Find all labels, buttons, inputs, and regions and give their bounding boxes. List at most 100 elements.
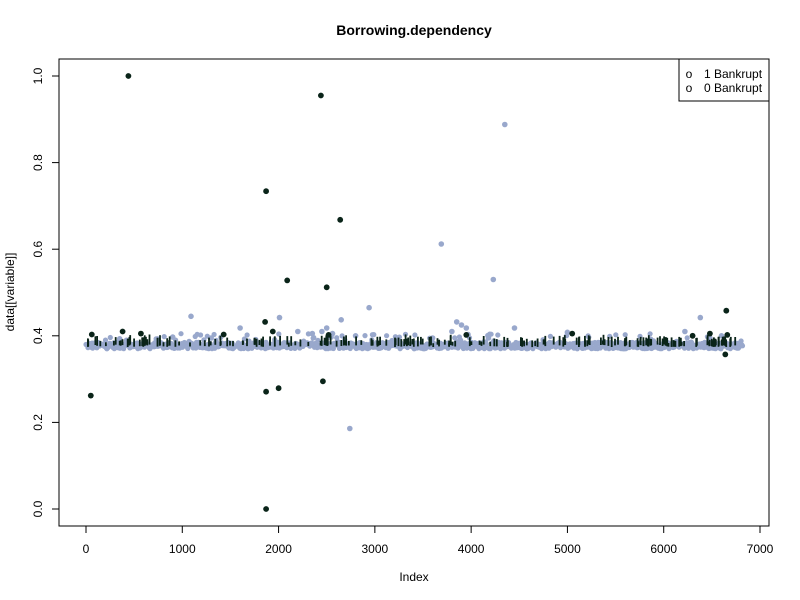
data-point-0-bankrupt (366, 304, 372, 311)
y-axis-label: data[[variable]] (3, 253, 17, 332)
data-point-1-bankrupt (262, 319, 268, 325)
y-tick-label: 0.6 (31, 241, 45, 258)
data-point-1-bankrupt (325, 332, 332, 338)
data-point-0-bankrupt (438, 241, 445, 247)
data-point-1-bankrupt (263, 388, 269, 395)
x-tick-label: 2000 (265, 542, 292, 556)
data-point-0-bankrupt (102, 337, 109, 343)
data-point-1-bankrupt (263, 188, 269, 195)
data-point-1-bankrupt (707, 330, 713, 337)
data-point-0-bankrupt (309, 330, 316, 337)
data-point-0-bankrupt (412, 332, 418, 338)
data-point-0-bankrupt (347, 425, 353, 432)
data-point-0-bankrupt (384, 333, 390, 339)
legend-symbol-0: o (686, 81, 693, 95)
y-tick-label: 1.0 (31, 67, 45, 84)
data-point-1-bankrupt (284, 277, 291, 284)
data-point-0-bankrupt (237, 325, 243, 331)
data-point-0-bankrupt (458, 337, 464, 343)
axes: 0 1000 2000 3000 4000 5000 6000 7000 0.0 0.2 0.4 0.… (31, 67, 774, 556)
data-point-0-bankrupt (564, 329, 571, 336)
data-point-1-bankrupt (723, 307, 730, 314)
legend-label-1-bankrupt: 1 Bankrupt (704, 67, 763, 81)
data-point-0-bankrupt (241, 336, 247, 342)
data-point-0-bankrupt (613, 332, 619, 338)
data-point-0-bankrupt (511, 325, 518, 331)
data-point-1-bankrupt (119, 328, 126, 335)
data-point-0-bankrupt (647, 331, 653, 337)
data-point-0-bankrupt (490, 276, 497, 283)
chart-title: Borrowing.dependency (336, 22, 492, 38)
data-point-1-bankrupt (320, 378, 326, 385)
data-point-0-bankrupt (458, 322, 465, 328)
data-point-1-bankrupt (724, 332, 731, 338)
data-point-1-bankrupt (138, 330, 144, 337)
data-point-1-bankrupt (318, 92, 324, 99)
data-point-0-bankrupt (323, 325, 330, 331)
data-point-0-bankrupt (453, 319, 460, 325)
x-tick-label: 4000 (458, 542, 485, 556)
data-point-0-bankrupt (315, 337, 321, 343)
data-point-1-bankrupt (689, 332, 696, 339)
data-point-0-bankrupt (371, 332, 377, 338)
data-point-0-bankrupt (276, 314, 283, 321)
data-point-0-bankrupt (198, 332, 204, 338)
y-tick-label: 0.8 (31, 154, 45, 171)
data-point-0-bankrupt (185, 345, 191, 352)
data-point-0-bankrupt (697, 314, 704, 321)
x-tick-label: 3000 (362, 542, 389, 556)
data-point-1-bankrupt (88, 331, 95, 338)
y-tick-label: 0.0 (31, 500, 45, 517)
legend-symbol-1: o (686, 67, 693, 81)
data-point-0-bankrupt (263, 339, 269, 345)
data-point-1-bankrupt (220, 331, 227, 338)
data-point-0-bankrupt (116, 336, 123, 342)
data-point-0-bankrupt (495, 332, 501, 338)
data-point-1-bankrupt (125, 73, 132, 79)
data-point-0-bankrupt (452, 335, 458, 341)
data-point-0-bankrupt (276, 331, 282, 337)
x-tick-label: 0 (83, 542, 90, 556)
data-point-0-bankrupt (485, 335, 492, 341)
data-point-1-bankrupt (87, 392, 94, 399)
data-point-0-bankrupt (319, 328, 325, 335)
data-point-1-bankrupt (722, 351, 729, 358)
data-point-0-bankrupt (392, 334, 398, 340)
data-point-0-bankrupt (547, 333, 554, 339)
data-point-0-bankrupt (188, 313, 194, 320)
data-point-1-bankrupt (337, 216, 344, 223)
data-point-0-bankrupt (362, 333, 368, 339)
y-tick-label: 0.2 (31, 414, 45, 431)
data-point-0-bankrupt (107, 334, 113, 341)
x-tick-label: 6000 (650, 542, 677, 556)
data-points (83, 73, 746, 512)
data-point-0-bankrupt (402, 331, 409, 337)
data-point-0-bankrupt (338, 317, 345, 323)
data-point-1-bankrupt (263, 506, 269, 512)
data-point-1-bankrupt (269, 328, 276, 335)
data-point-0-bankrupt (739, 343, 746, 349)
x-tick-label: 5000 (554, 542, 581, 556)
plot-frame (58, 58, 770, 527)
data-point-0-bankrupt (161, 334, 167, 340)
legend-box (678, 58, 770, 102)
data-point-0-bankrupt (121, 346, 127, 352)
data-point-0-bankrupt (684, 335, 690, 341)
data-point-1-bankrupt (323, 284, 330, 291)
data-point-1-bankrupt (275, 385, 282, 392)
legend-label-0-bankrupt: 0 Bankrupt (704, 81, 763, 95)
x-axis-label: Index (399, 570, 428, 584)
data-point-0-bankrupt (352, 333, 359, 339)
data-point-0-bankrupt (622, 332, 628, 338)
data-point-1-bankrupt (463, 332, 470, 338)
x-tick-label: 7000 (747, 542, 774, 556)
data-point-0-bankrupt (449, 328, 455, 335)
data-point-0-bankrupt (488, 331, 494, 337)
data-point-0-bankrupt (178, 331, 184, 337)
y-tick-label: 0.4 (31, 327, 45, 344)
data-point-0-bankrupt (169, 334, 176, 340)
data-point-0-bankrupt (502, 121, 508, 128)
data-point-0-bankrupt (463, 325, 470, 331)
legend: o 1 Bankrupt o 0 Bankrupt (678, 58, 770, 102)
